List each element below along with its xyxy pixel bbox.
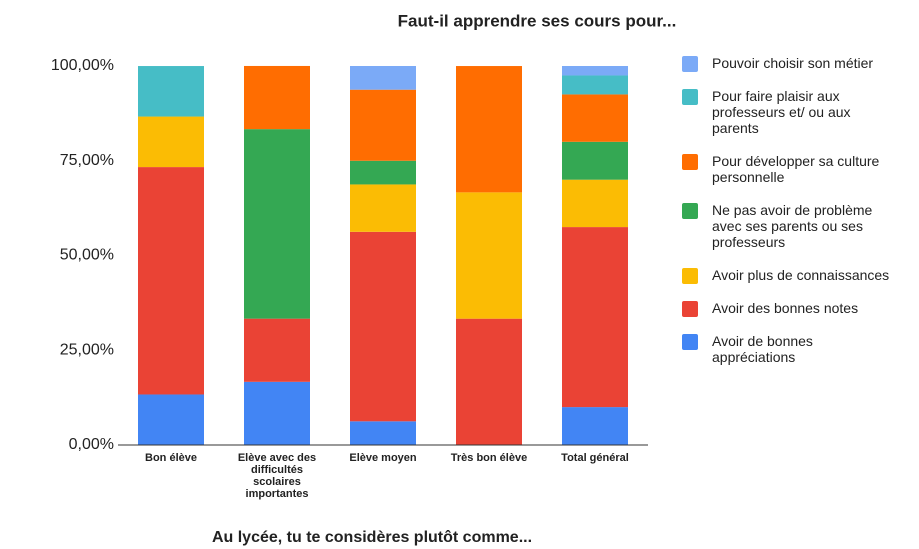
y-tick-label: 0,00% [69, 436, 114, 453]
bar-segment [456, 318, 522, 445]
legend-label: Pour développer sa culture personnelle [712, 153, 880, 185]
y-tick-label: 75,00% [60, 152, 114, 169]
y-tick-label: 25,00% [60, 341, 114, 358]
bar-segment [456, 66, 522, 193]
bar-segment [562, 94, 628, 142]
bar-segment [350, 89, 416, 161]
y-tick-label: 100,00% [51, 57, 114, 74]
bar-segment [244, 65, 310, 130]
bar-segment [562, 75, 628, 95]
legend-label: Pour faire plaisir aux professeurs et/ ou… [712, 88, 851, 136]
legend-swatch [682, 89, 698, 105]
legend-swatch [682, 203, 698, 219]
x-tick-label: Très bon élève [451, 452, 527, 464]
bar-segment [562, 407, 628, 445]
legend-swatch [682, 154, 698, 170]
legend-label: Avoir de bonnes appréciations [712, 333, 813, 365]
bar-segment [138, 394, 204, 445]
legend-label: Pouvoir choisir son métier [712, 55, 873, 71]
bar-segment [350, 160, 416, 185]
y-tick-label: 50,00% [60, 247, 114, 264]
x-axis-title: Au lycée, tu te considères plutôt comme.… [212, 529, 532, 546]
bar-segment [350, 231, 416, 422]
legend-swatch [682, 334, 698, 350]
bar-segment [138, 116, 204, 168]
bar-segment [244, 381, 310, 445]
bar-segment [562, 141, 628, 180]
legend-label: Ne pas avoir de problème avec ses parents… [712, 202, 873, 250]
legend-swatch [682, 56, 698, 72]
x-tick-label: Elève moyen [349, 452, 417, 464]
bar-segment [138, 66, 204, 117]
bar-segment [562, 179, 628, 228]
legend-label: Avoir plus de connaissances [712, 267, 889, 283]
bar-segment [350, 184, 416, 232]
x-tick-label: Total général [561, 452, 629, 464]
bar-segment [456, 192, 522, 319]
bar-segment [244, 129, 310, 319]
chart-title: Faut-il apprendre ses cours pour... [398, 11, 677, 30]
bar-segment [350, 66, 416, 90]
legend-swatch [682, 268, 698, 284]
bar-segment [138, 167, 204, 395]
x-tick-label: Elève avec des difficultés scolaires import… [238, 452, 316, 500]
bar-segment [562, 227, 628, 408]
legend-swatch [682, 301, 698, 317]
legend-label: Avoir des bonnes notes [712, 300, 858, 316]
bar-segment [350, 421, 416, 445]
x-tick-label: Bon élève [145, 452, 197, 464]
bar-segment [562, 66, 628, 76]
bar-segment [244, 318, 310, 382]
